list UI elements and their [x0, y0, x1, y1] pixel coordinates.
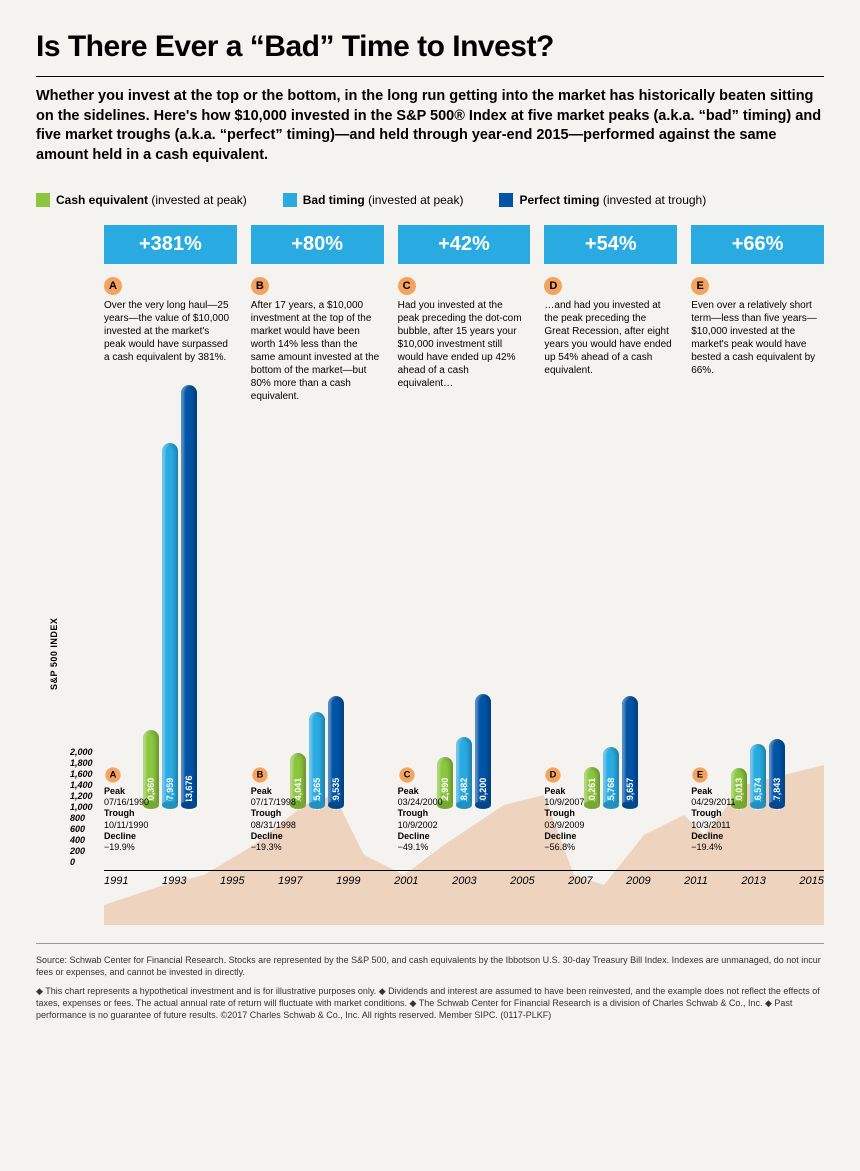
footer: Source: Schwab Center for Financial Rese…	[36, 943, 824, 1021]
perfect-timing-bar: $113,676	[181, 385, 197, 806]
group-description: C Had you invested at the peak preceding…	[398, 277, 527, 390]
y-tick: 200	[70, 846, 85, 856]
x-tick: 2011	[684, 875, 708, 887]
chart: S&P 500 INDEX 02004006008001,0001,2001,4…	[36, 225, 824, 925]
x-tick: 1997	[278, 875, 302, 887]
legend-label: Cash equivalent (invested at peak)	[56, 193, 247, 207]
bar-group: +54% D …and had you invested at the peak…	[544, 225, 677, 805]
source-text: Source: Schwab Center for Financial Rese…	[36, 954, 824, 978]
x-tick: 2007	[568, 875, 592, 887]
letter-badge: C	[399, 767, 414, 782]
legend-item: Cash equivalent (invested at peak)	[36, 193, 247, 207]
subtitle: Whether you invest at the top or the bot…	[36, 87, 824, 165]
x-tick: 1995	[220, 875, 244, 887]
percent-badge: +381%	[104, 225, 237, 264]
legend-label: Perfect timing (invested at trough)	[519, 193, 706, 207]
legend-item: Perfect timing (invested at trough)	[499, 193, 706, 207]
letter-badge: E	[691, 277, 709, 295]
event-detail: B Peak 07/17/1998 Trough 08/31/1998 Decl…	[251, 766, 384, 854]
group-description: A Over the very long haul—25 years—the v…	[104, 277, 233, 364]
legend-swatch	[499, 193, 513, 207]
y-tick: 1,400	[70, 780, 93, 790]
disclaimer-text: ◆ This chart represents a hypothetical i…	[36, 985, 824, 1021]
y-tick: 0	[70, 857, 75, 867]
letter-badge: D	[544, 277, 562, 295]
x-tick: 2013	[741, 875, 765, 887]
letter-badge: D	[546, 767, 561, 782]
x-tick: 2005	[510, 875, 534, 887]
y-tick: 400	[70, 835, 85, 845]
event-detail: A Peak 07/16/1990 Trough 10/11/1990 Decl…	[104, 766, 237, 854]
letter-badge: A	[105, 767, 120, 782]
legend-label: Bad timing (invested at peak)	[303, 193, 464, 207]
y-tick: 1,000	[70, 802, 93, 812]
letter-badge: E	[693, 767, 708, 782]
letter-badge: A	[104, 277, 122, 295]
bar-group: +80% B After 17 years, a $10,000 investm…	[251, 225, 384, 805]
divider	[36, 76, 824, 77]
event-detail: E Peak 04/29/2011 Trough 10/3/2011 Decli…	[691, 766, 824, 854]
letter-badge: B	[251, 277, 269, 295]
legend-swatch	[283, 193, 297, 207]
letter-badge: B	[252, 767, 267, 782]
group-description: D …and had you invested at the peak prec…	[544, 277, 673, 377]
y-tick: 1,200	[70, 791, 93, 801]
legend-swatch	[36, 193, 50, 207]
x-tick: 1991	[104, 875, 128, 887]
x-tick: 2001	[394, 875, 418, 887]
y-tick: 1,600	[70, 769, 93, 779]
y-tick: 600	[70, 824, 85, 834]
group-description: B After 17 years, a $10,000 investment a…	[251, 277, 380, 403]
bar-cluster: $20,360 $97,959 $113,676	[143, 385, 197, 806]
page-title: Is There Ever a “Bad” Time to Invest?	[36, 30, 824, 64]
y-tick: 2,000	[70, 747, 93, 757]
event-detail: C Peak 03/24/2000 Trough 10/9/2002 Decli…	[398, 766, 531, 854]
percent-badge: +42%	[398, 225, 531, 264]
bar-group: +66% E Even over a relatively short term…	[691, 225, 824, 805]
x-tick: 1993	[162, 875, 186, 887]
group-description: E Even over a relatively short term—less…	[691, 277, 820, 377]
letter-badge: C	[398, 277, 416, 295]
x-tick: 2009	[626, 875, 650, 887]
y-tick: 800	[70, 813, 85, 823]
x-tick: 2003	[452, 875, 476, 887]
x-axis: 1991 1993 1995 1997 1999 2001 2003 2005 2007 2009…	[104, 870, 824, 887]
event-detail: D Peak 10/9/2007 Trough 03/9/2009 Declin…	[544, 766, 677, 854]
bar-group: +42% C Had you invested at the peak prec…	[398, 225, 531, 805]
legend: Cash equivalent (invested at peak) Bad ti…	[36, 193, 824, 207]
event-labels: A Peak 07/16/1990 Trough 10/11/1990 Decl…	[104, 766, 824, 854]
y-tick: 1,800	[70, 758, 93, 768]
y-axis-title: S&P 500 INDEX	[49, 618, 59, 690]
bad-timing-bar: $97,959	[162, 443, 178, 805]
x-tick: 1999	[336, 875, 360, 887]
legend-item: Bad timing (invested at peak)	[283, 193, 464, 207]
bar-group: +381% A Over the very long haul—25 years…	[104, 225, 237, 805]
percent-badge: +54%	[544, 225, 677, 264]
percent-badge: +66%	[691, 225, 824, 264]
percent-badge: +80%	[251, 225, 384, 264]
x-tick: 2015	[799, 875, 823, 887]
